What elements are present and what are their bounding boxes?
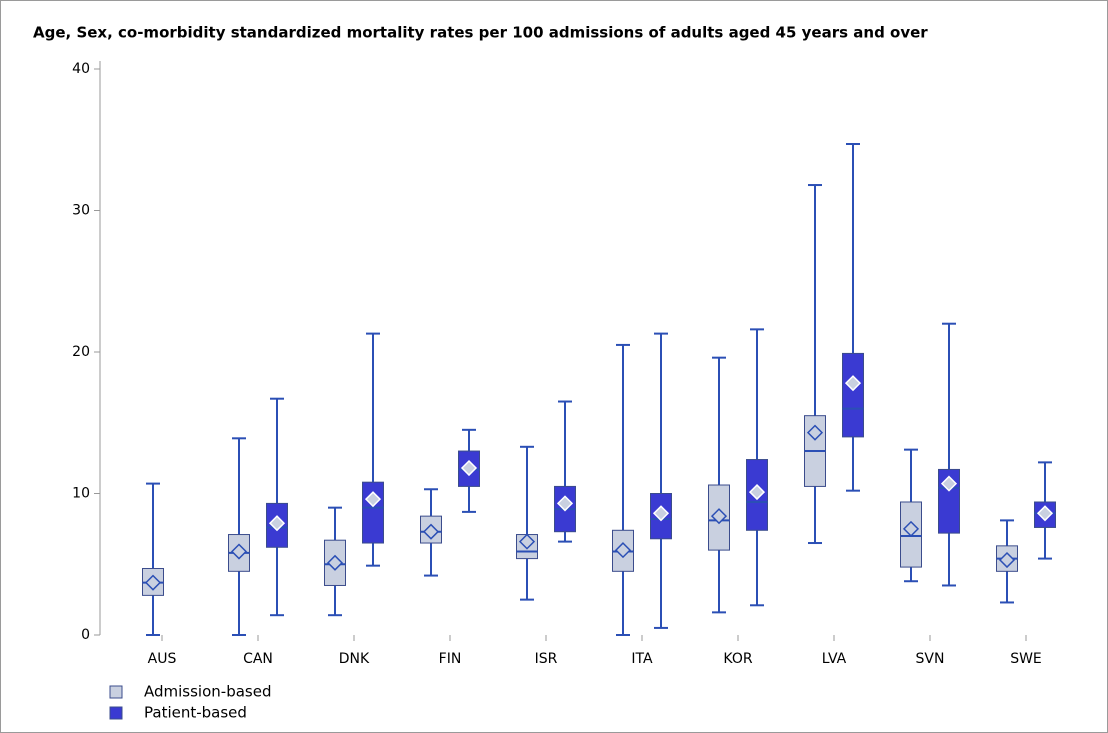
mean-marker xyxy=(268,515,286,532)
mean-marker xyxy=(902,520,920,537)
mean-marker xyxy=(652,505,670,522)
box xyxy=(842,352,864,438)
mean-marker xyxy=(998,551,1016,569)
x-tick-label: ISR xyxy=(535,651,558,667)
legend-swatch xyxy=(109,685,123,699)
x-tick-label: AUS xyxy=(148,651,177,667)
y-tick-label: 10 xyxy=(72,486,90,502)
x-tick-label: SVN xyxy=(916,651,945,667)
mean-marker xyxy=(844,375,862,392)
mean-marker xyxy=(1036,505,1054,522)
mean-marker xyxy=(710,508,728,525)
mean-marker xyxy=(748,484,766,501)
mean-marker xyxy=(422,523,440,540)
mean-marker xyxy=(364,491,382,508)
mean-marker xyxy=(614,542,632,559)
mean-marker xyxy=(556,495,574,512)
mean-marker xyxy=(518,533,536,550)
x-tick-label: CAN xyxy=(243,651,273,667)
legend-label: Patient-based xyxy=(144,704,247,722)
x-tick-label: SWE xyxy=(1010,651,1042,667)
mean-marker xyxy=(230,543,248,560)
x-tick-label: DNK xyxy=(339,651,370,667)
x-tick-label: LVA xyxy=(822,651,847,667)
x-tick-label: ITA xyxy=(631,651,653,667)
y-tick-label: 40 xyxy=(72,61,90,77)
x-tick-label: FIN xyxy=(439,651,462,667)
y-tick-label: 0 xyxy=(81,627,90,643)
y-tick-label: 20 xyxy=(72,344,90,360)
mean-marker xyxy=(460,459,478,477)
chart-title: Age, Sex, co-morbidity standardized mort… xyxy=(33,24,928,42)
mean-marker xyxy=(806,424,824,441)
legend-label: Admission-based xyxy=(144,683,271,701)
y-tick-label: 30 xyxy=(72,203,90,219)
legend-swatch xyxy=(109,706,123,720)
mean-marker xyxy=(940,475,958,492)
mean-marker xyxy=(144,574,162,591)
mean-marker xyxy=(326,554,344,571)
x-tick-label: KOR xyxy=(723,651,752,667)
